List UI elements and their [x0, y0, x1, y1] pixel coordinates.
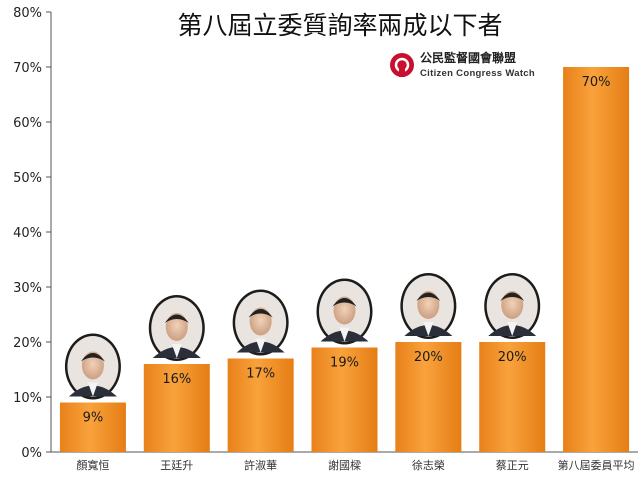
- category-label: 蔡正元: [496, 459, 529, 472]
- data-labels-group: 9% 16% 17% 19% 20% 20% 70%: [83, 75, 611, 426]
- data-label: 17%: [246, 367, 275, 382]
- bars-group: [59, 67, 630, 452]
- category-label: 許淑華: [244, 459, 277, 472]
- y-tick-label: 30%: [13, 281, 42, 296]
- logo-name-cn: 公民監督國會聯盟: [420, 50, 516, 65]
- y-tick-label: 80%: [13, 6, 42, 21]
- data-label: 20%: [498, 350, 527, 365]
- y-tick-label: 60%: [13, 116, 42, 131]
- ccw-logo: 公民監督國會聯盟 Citizen Congress Watch: [390, 50, 535, 79]
- chart-title: 第八屆立委質詢率兩成以下者: [177, 11, 502, 40]
- y-tick-label: 20%: [13, 336, 42, 351]
- portrait-photo-icon: [484, 273, 541, 339]
- portrait-photo-icon: [232, 289, 289, 356]
- data-label: 19%: [330, 356, 359, 371]
- bar: [311, 347, 378, 452]
- category-label: 第八屆委員平均: [558, 458, 635, 472]
- category-label: 顏寬恒: [76, 458, 109, 472]
- data-label: 9%: [83, 411, 104, 426]
- data-label: 16%: [162, 372, 191, 387]
- bar: [395, 342, 462, 452]
- portraits-group: [64, 273, 541, 400]
- y-tick-label: 70%: [13, 61, 42, 76]
- y-axis-ticks: 0% 10% 20% 30% 40% 50% 60% 70% 80%: [13, 6, 51, 461]
- logo-name-en: Citizen Congress Watch: [420, 68, 535, 79]
- category-label: 謝國樑: [328, 458, 361, 472]
- bar: [563, 67, 630, 452]
- portrait-photo-icon: [400, 273, 457, 339]
- y-tick-label: 40%: [13, 226, 42, 241]
- bar: [227, 358, 294, 452]
- category-label: 王廷升: [160, 459, 193, 472]
- category-label: 徐志榮: [412, 458, 445, 472]
- bar: [59, 402, 126, 452]
- portrait-photo-icon: [148, 295, 205, 361]
- y-tick-label: 0%: [21, 446, 42, 461]
- y-tick-label: 10%: [13, 391, 42, 406]
- bar: [143, 364, 210, 452]
- bar: [479, 342, 546, 452]
- data-label: 70%: [582, 75, 611, 90]
- portrait-photo-icon: [316, 278, 373, 345]
- y-tick-label: 50%: [13, 171, 42, 186]
- portrait-photo-icon: [64, 333, 121, 400]
- data-label: 20%: [414, 350, 443, 365]
- category-labels-group: 顏寬恒 王廷升 許淑華 謝國樑 徐志榮 蔡正元 第八屆委員平均: [76, 458, 634, 472]
